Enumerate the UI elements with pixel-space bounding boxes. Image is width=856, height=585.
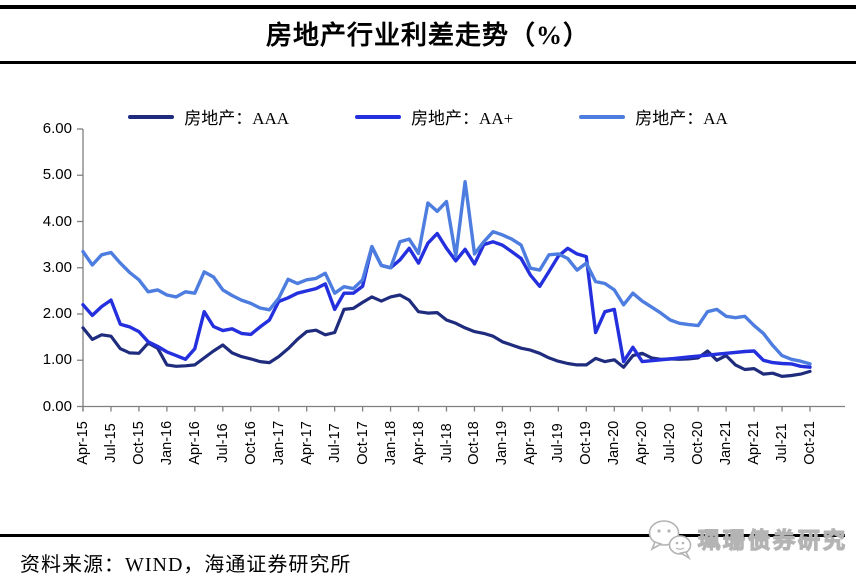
x-axis-tick-label: Jan-18 [382,420,399,466]
x-axis-tick-label: Oct-19 [578,421,595,465]
y-axis-tick-label: 6.00 [42,120,72,137]
series-line-1 [81,231,812,369]
x-axis-tick-label: Jan-17 [270,420,287,466]
legend-swatch-aaa [128,114,175,119]
x-axis-tick-label: Oct-17 [354,421,371,465]
x-axis-tick-label: Apr-16 [186,421,203,465]
source-note: 资料来源：WIND，海通证券研究所 [20,554,352,576]
x-axis-tick-label: Jul-16 [214,423,231,463]
legend-label-aa-plus: 房地产：AA+ [411,109,514,128]
x-axis-tick-label: Oct-16 [242,421,259,465]
legend-item-aa: 房地产：AA [579,104,728,129]
x-axis-tick-label: Jul-19 [550,423,567,463]
x-axis-tick-label: Apr-20 [634,421,651,465]
chart-legend: 房地产：AAA 房地产：AA+ 房地产：AA [0,104,856,129]
watermark-text: 珮珊债券研究 [697,527,848,553]
y-axis-tick-label: 2.00 [42,305,72,322]
y-axis-tick-label: 1.00 [42,351,72,369]
x-axis-tick-label: Apr-15 [75,421,91,465]
x-axis-tick-label: Apr-18 [410,421,427,465]
bottom-rule [0,534,845,537]
x-axis-tick-label: Oct-18 [466,421,483,465]
x-axis-tick-label: Apr-21 [746,421,763,465]
legend-label-aaa: 房地产：AAA [184,109,290,128]
x-axis-tick-label: Jan-19 [494,420,511,466]
page-title: 房地产行业利差走势（%） [265,21,590,50]
x-axis-tick-label: Jul-18 [438,423,455,463]
x-axis-tick-label: Oct-15 [130,421,147,465]
y-axis-tick-label: 4.00 [42,212,72,230]
x-axis-tick-label: Oct-21 [802,421,818,465]
x-axis-tick-label: Jan-20 [606,420,623,466]
legend-swatch-aa [579,114,626,119]
x-axis-tick-label: Apr-19 [522,421,539,465]
x-axis-tick-label: Jul-17 [326,423,343,463]
top-rule [0,5,856,9]
watermark: 珮珊债券研究 [647,518,848,560]
legend-swatch-aa-plus [355,114,402,119]
legend-item-aa-plus: 房地产：AA+ [355,104,513,129]
x-axis-tick-label: Apr-17 [298,421,315,465]
legend-item-aaa: 房地产：AAA [128,104,289,129]
x-axis-tick-label: Jan-21 [718,420,735,466]
x-axis-tick-label: Oct-20 [690,421,707,465]
wechat-icon [648,520,692,560]
series-line-2 [81,179,812,366]
x-axis-tick-label: Jul-15 [102,423,119,463]
y-axis-tick-label: 0.00 [42,397,72,415]
x-axis-tick-label: Jan-16 [158,420,175,466]
legend-label-aa: 房地产：AA [635,109,728,128]
x-axis-tick-label: Jul-20 [662,423,679,463]
y-axis-tick-label: 3.00 [42,258,72,276]
x-axis-tick-label: Jul-21 [774,423,791,463]
series-line-0 [81,293,812,378]
y-axis-tick-label: 5.00 [42,166,72,184]
title-underline-rule [0,61,856,64]
